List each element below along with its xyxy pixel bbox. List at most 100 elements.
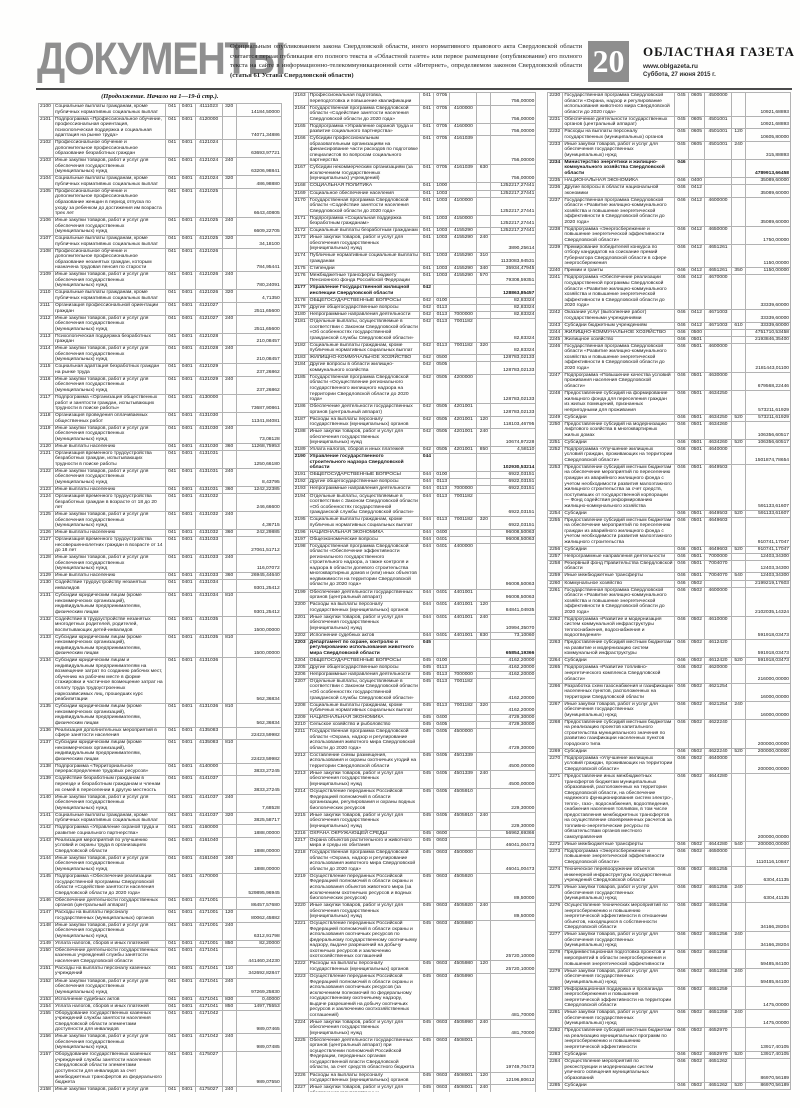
- cell-num: 2169: [292, 189, 309, 198]
- cell-num: 2103: [38, 157, 54, 177]
- table-row: 2139 Содействие безработным гражданам в п…: [38, 775, 282, 795]
- cell-k3: 4131031: [194, 485, 223, 495]
- cell-name: Иные закупки товаров, работ и услуг для …: [562, 1009, 676, 1029]
- cell-k2: 0401: [178, 115, 196, 141]
- cell-k3: 4161039: [449, 164, 478, 184]
- table-row: 2116 Иные закупки товаров, работ и услуг …: [38, 375, 282, 396]
- cell-k1: 046: [674, 267, 690, 276]
- cell-amt: 210,08457: [235, 345, 282, 365]
- cell-num: 2117: [38, 393, 54, 414]
- cell-k3: [449, 535, 478, 544]
- cell-k2: 0501: [688, 390, 706, 415]
- cell-name: Охрана объектов растительного и животног…: [307, 836, 421, 851]
- table-row: 2110 Социальные выплаты гражданам, кроме …: [38, 289, 282, 304]
- cell-name: Подпрограмма «Развитие и модернизация си…: [562, 615, 676, 641]
- cell-k4: [476, 453, 492, 473]
- cell-name: Иные закупки товаров, работ и услуг для …: [307, 613, 421, 633]
- cell-num: 2232: [547, 128, 564, 142]
- cell-k2: 0401: [178, 615, 196, 635]
- cell-k1: 041: [164, 157, 180, 177]
- cell-k1: 046: [674, 902, 690, 933]
- table-row: 2130 Содействие трудоустройству незанятых…: [38, 579, 282, 593]
- cell-k2: 0502: [688, 682, 706, 702]
- cell-num: 2206: [292, 670, 309, 679]
- cell-k1: 046: [674, 572, 690, 581]
- cell-k4: [731, 949, 747, 969]
- cell-amt: 106356,60517: [745, 438, 791, 447]
- cell-amt: 3890,25614: [490, 234, 537, 254]
- cell-k4: 320: [476, 516, 492, 530]
- budget-table-2: 2163 Профессиональная подготовка, перепод…: [292, 92, 537, 1092]
- cell-k3: 4171001: [194, 939, 223, 948]
- cell-amt: 22423,59982: [235, 739, 282, 764]
- cell-name: Расходы на выплаты персоналу государстве…: [307, 960, 421, 974]
- cell-name: Организация временного трудоустройства б…: [53, 492, 166, 513]
- cell-k2: 0501: [688, 335, 706, 344]
- cell-amt: 246,66600: [235, 492, 282, 513]
- cell-k1: 046: [674, 657, 690, 666]
- cell-k2: 0600: [433, 829, 451, 838]
- cell-name: Осуществление переданных Российской Феде…: [307, 972, 421, 1020]
- cell-k1: 046: [674, 847, 690, 868]
- table-row: 2263 Предоставление субсидий местным бюдж…: [547, 639, 791, 659]
- table-row: 2214 Осуществление переданных Российской …: [292, 788, 537, 813]
- cell-k3: 4201001: [449, 428, 478, 448]
- cell-k1: 041: [164, 964, 180, 979]
- table-row: 2117 Подпрограмма «Организация общественн…: [38, 393, 282, 414]
- table-row: 2216 ОХРАНА ОКРУЖАЮЩЕЙ СРЕДЫ 045 0600 56962,…: [292, 829, 537, 838]
- cell-num: 2219: [292, 872, 309, 904]
- cell-name: Иные закупки товаров, работ и услуг для …: [53, 854, 166, 874]
- cell-k3: [449, 354, 478, 363]
- cell-k2: 0401: [178, 964, 196, 979]
- table-row: 2251 Субсидии 046 0501 4634260 520 106356,6051…: [547, 438, 791, 447]
- table-row: 2194 Отдельные выплаты, осуществляемые в …: [292, 492, 537, 518]
- cell-k1: 045: [419, 836, 435, 851]
- cell-k3: 4622240: [704, 718, 733, 749]
- cell-name: Реализация мероприятий по улучшению усло…: [53, 836, 166, 856]
- table-row: 2283 Субсидии 046 0502 4652970 520 13917,40105: [547, 1050, 791, 1060]
- cell-num: 2245: [547, 335, 564, 344]
- cell-k2: 0502: [688, 639, 706, 659]
- publication-notice: Официальным опубликованием закона Свердл…: [230, 42, 582, 80]
- cell-name: Государственная программа Свердловской о…: [307, 373, 421, 405]
- cell-k4: [731, 865, 747, 886]
- table-row: 2277 Иные закупки товаров, работ и услуг …: [547, 931, 791, 951]
- table-row: 2244 ЖИЛИЩНО-КОММУНАЛЬНОЕ ХОЗЯЙСТВО 046 050…: [547, 328, 791, 337]
- cell-num: 2186: [292, 403, 309, 417]
- cell-k2: 0500: [688, 328, 706, 337]
- cell-k4: 240: [221, 511, 237, 531]
- cell-num: 2268: [547, 718, 564, 749]
- cell-name: Субсидии юридическим лицам (кроме некомм…: [53, 633, 166, 659]
- cell-k2: 0603: [433, 1084, 451, 1092]
- cell-name: Иные выплаты населению: [53, 529, 166, 538]
- cell-k2: 0401: [178, 187, 196, 219]
- table-row: 2200 Расходы на выплаты персоналу государ…: [292, 601, 537, 615]
- cell-k3: 4508001: [449, 1084, 478, 1092]
- cell-num: 2152: [38, 977, 54, 997]
- cell-k1: 042: [419, 354, 435, 363]
- cell-amt: 82,83324: [490, 318, 537, 343]
- cell-amt: 35934,47945: [490, 264, 537, 273]
- cell-k3: 4150000: [449, 214, 478, 229]
- cell-name: Социальные выплаты гражданам, кроме публ…: [53, 103, 166, 117]
- continuation-note: (Продолжение. Начало на 1—19-й стр.).: [101, 93, 219, 100]
- cell-name: Премирование победителей конкурса по отб…: [562, 243, 676, 269]
- cell-amt: 216000,00000: [745, 664, 791, 684]
- cell-k3: 4620000: [704, 664, 733, 684]
- cell-num: 2205: [292, 663, 309, 672]
- cell-k2: 0502: [688, 949, 706, 969]
- table-row: 2171 Подпрограмма «Социальная поддержка б…: [292, 214, 537, 229]
- cell-amt: 1750,00000: [745, 225, 791, 245]
- cell-k2: 0605: [688, 140, 706, 160]
- cell-k2: 0401: [178, 449, 196, 469]
- cell-amt: 12196,80612: [490, 1071, 537, 1086]
- cell-amt: 1252217,27441: [490, 189, 537, 198]
- cell-num: 2260: [547, 579, 564, 588]
- cell-k4: [221, 824, 237, 838]
- cell-num: 2119: [38, 424, 54, 444]
- cell-k4: 240: [476, 769, 492, 790]
- cell-k2: 0113: [433, 663, 451, 672]
- cell-amt: 128863,85457: [490, 284, 537, 299]
- cell-k3: 4622240: [704, 747, 733, 756]
- cell-k1: 044: [419, 492, 435, 518]
